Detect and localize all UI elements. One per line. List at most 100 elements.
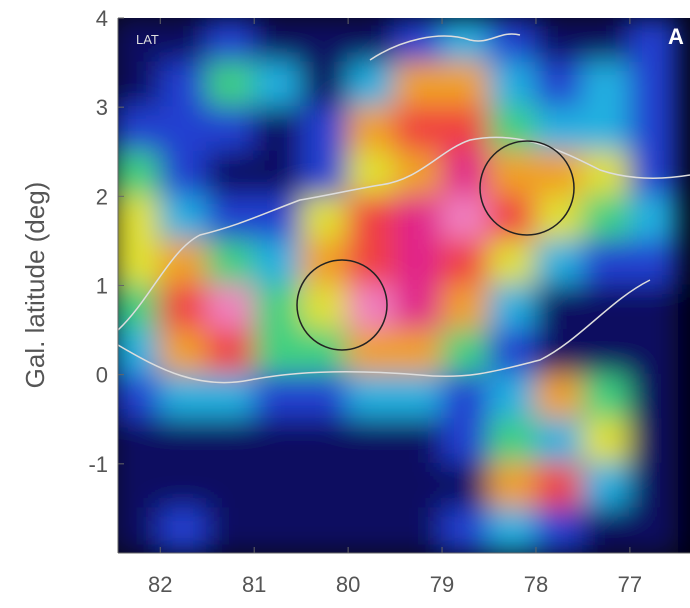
heat-cell [488,106,537,153]
x-tick-label: 82 [148,572,172,597]
heat-cell [159,418,209,465]
heat-cell [206,462,256,510]
heat-cell [581,150,631,198]
heat-cell [534,195,584,242]
source-circle [296,259,388,351]
heat-cell [394,507,444,553]
heat-cell [581,195,631,242]
heat-cell [206,329,256,376]
heat-cell [628,329,678,376]
heat-cell [441,284,491,332]
heat-cell [253,18,303,64]
heat-cell [441,329,491,376]
heat-cell [628,18,678,64]
y-tick-label: 0 [96,363,108,388]
heat-cell [394,239,444,287]
heat-cell [253,284,303,332]
y-tick-label: 2 [96,184,108,209]
heat-cell [253,418,303,465]
heat-cell [118,106,162,153]
heat-cell [118,507,162,553]
y-tick-label: -1 [88,452,108,477]
heat-cell [394,18,444,64]
heat-cell [118,195,162,242]
heat-cell [534,18,584,64]
heat-cell [534,284,584,332]
heat-cell [534,61,584,109]
heat-cell [206,150,256,198]
heat-cell [347,373,397,421]
heat-cell [581,239,631,287]
heat-cell [581,329,631,376]
heat-cell [300,284,350,332]
heat-cell [118,239,162,287]
heat-cell [253,239,303,287]
heat-cell [628,418,678,465]
panel-label: A [668,24,684,49]
heat-cell [206,284,256,332]
contour [118,136,690,331]
heat-cell [534,239,584,287]
heat-cell [628,507,678,553]
heat-cell [159,462,209,510]
heat-cell [394,462,444,510]
heat-cell [581,106,631,153]
heat-cell [300,373,350,421]
heat-cell [581,373,631,421]
heat-cell [118,329,162,376]
heat-cell [441,106,491,153]
heat-cell [488,284,537,332]
heat-cell [206,418,256,465]
heat-cell [253,462,303,510]
x-tick-label: 80 [336,572,360,597]
heat-cell [347,284,397,332]
heat-cell [628,195,678,242]
heat-cell [628,462,678,510]
heat-cell [488,195,537,242]
heat-cell [300,150,350,198]
overlay [118,33,690,384]
heat-cell [581,61,631,109]
heat-cell [534,462,584,510]
heat-cell [300,462,350,510]
heat-cell [394,61,444,109]
heat-cell [159,507,209,553]
heat-cell [488,18,537,64]
heat-cell [159,18,209,64]
x-tick-label: 79 [430,572,454,597]
heat-cell [628,284,678,332]
heat-cell [488,239,537,287]
heat-cell [534,418,584,465]
heat-cell [300,18,350,64]
heat-cell [441,61,491,109]
heat-cell [581,462,631,510]
x-tick-label: 81 [242,572,266,597]
heat-cell [347,462,397,510]
heat-cell [206,18,256,64]
heat-cell [159,195,209,242]
heat-cell [488,150,537,198]
heat-cell [300,329,350,376]
heat-cell [347,106,397,153]
heat-cell [206,239,256,287]
heat-cell [253,106,303,153]
heat-cell [300,418,350,465]
heat-cell [206,61,256,109]
heat-cell [534,507,584,553]
heat-cell [253,150,303,198]
heat-cell [581,18,631,64]
heat-cell [441,507,491,553]
heat-cell [394,150,444,198]
heat-cell [534,106,584,153]
heat-cell [347,18,397,64]
heat-cell [488,61,537,109]
heat-cell [118,18,162,64]
heat-cell [159,329,209,376]
heat-cell [394,284,444,332]
x-tick-label: 78 [524,572,548,597]
heat-cell [581,418,631,465]
heat-cell [488,462,537,510]
heat-cell [441,239,491,287]
heat-cell [441,462,491,510]
